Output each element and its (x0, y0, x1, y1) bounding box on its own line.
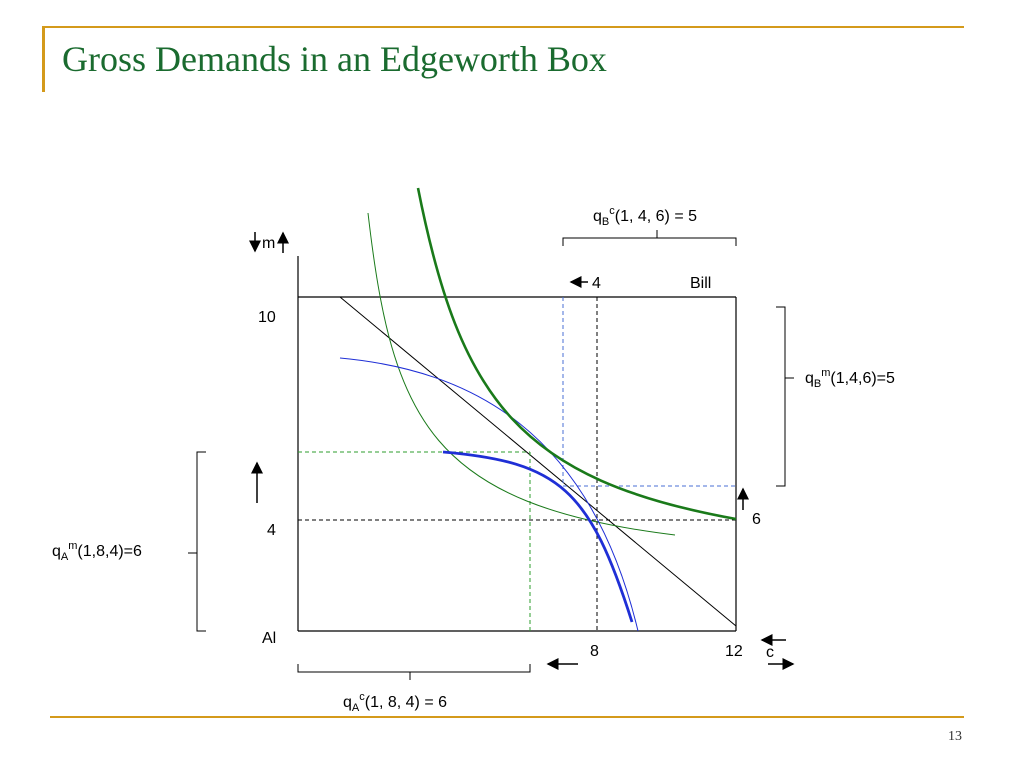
al-c-bracket (297, 664, 531, 680)
qbm-label: qBm(1,4,6)=5 (805, 367, 895, 390)
budget-line (339, 296, 737, 627)
al-label: Al (262, 630, 276, 647)
m-axis-label: m (262, 235, 275, 252)
qac-label: qAc(1, 8, 4) = 6 (343, 691, 447, 714)
tick-c12: 12 (725, 643, 743, 660)
axis-arrows (249, 231, 795, 670)
al-m-bracket (188, 451, 206, 632)
bill-label: Bill (690, 275, 711, 292)
tick-bill-m6: 6 (752, 511, 761, 528)
tick-c8: 8 (590, 643, 599, 660)
bill-m-bracket (776, 306, 794, 487)
qbc-label: qBc(1, 4, 6) = 5 (593, 205, 697, 228)
tick-m4: 4 (267, 522, 276, 539)
al-indifference-curve (442, 450, 634, 623)
tick-m10: 10 (258, 309, 276, 326)
c-axis-label: c (766, 644, 774, 661)
page-number: 13 (948, 729, 962, 744)
box-frame (297, 256, 737, 632)
al-thin-indifference-curve (339, 357, 639, 632)
title-accent-bar (42, 26, 45, 92)
bill-thin-indifference-curve (367, 212, 676, 536)
top-rule (42, 26, 964, 28)
endowment-guides (298, 297, 736, 631)
bottom-rule (50, 716, 964, 718)
bill-indifference-curve (416, 187, 737, 521)
qam-label: qAm(1,8,4)=6 (52, 540, 142, 563)
slide-title: Gross Demands in an Edgeworth Box (62, 39, 607, 79)
tick-bill-c4: 4 (592, 275, 601, 292)
bill-c-bracket (562, 230, 737, 246)
